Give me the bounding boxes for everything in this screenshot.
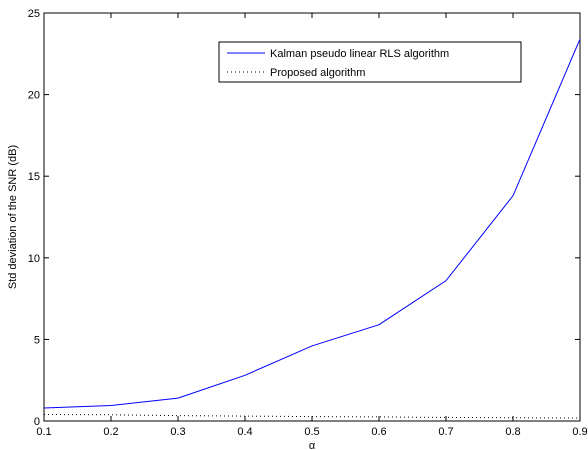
x-tick-label: 0.2 xyxy=(103,426,118,438)
y-axis-ticks: 0 5 10 15 20 25 xyxy=(28,8,580,428)
x-tick-label: 0.9 xyxy=(572,426,587,438)
y-tick-label: 5 xyxy=(34,334,40,346)
x-tick-label: 0.4 xyxy=(237,426,252,438)
x-tick-label: 0.6 xyxy=(371,426,386,438)
x-tick-label: 0.1 xyxy=(36,426,51,438)
x-tick-label: 0.8 xyxy=(505,426,520,438)
x-tick-label: 0.3 xyxy=(170,426,185,438)
x-tick-label: 0.5 xyxy=(304,426,319,438)
series-layer xyxy=(43,38,581,419)
y-axis-label: Std deviation of the SNR (dB) xyxy=(7,145,19,289)
y-tick-label: 25 xyxy=(28,8,40,20)
x-tick-label: 0.7 xyxy=(438,426,453,438)
legend-box xyxy=(218,41,522,83)
legend-label-proposed: Proposed algorithm xyxy=(270,67,365,79)
x-axis-ticks: 0.1 0.2 0.3 0.4 0.5 0.6 0.7 0.8 0.9 xyxy=(36,13,588,438)
y-tick-label: 10 xyxy=(28,253,40,265)
legend: Kalman pseudo linear RLS algorithm Propo… xyxy=(218,41,522,83)
x-axis-label: α xyxy=(309,440,316,450)
legend-label-kalman: Kalman pseudo linear RLS algorithm xyxy=(270,48,449,60)
series-line-proposed xyxy=(43,413,581,419)
y-tick-label: 20 xyxy=(28,90,40,102)
y-tick-label: 15 xyxy=(28,171,40,183)
y-tick-label: 0 xyxy=(34,416,40,428)
series-line-kalman xyxy=(43,38,581,409)
